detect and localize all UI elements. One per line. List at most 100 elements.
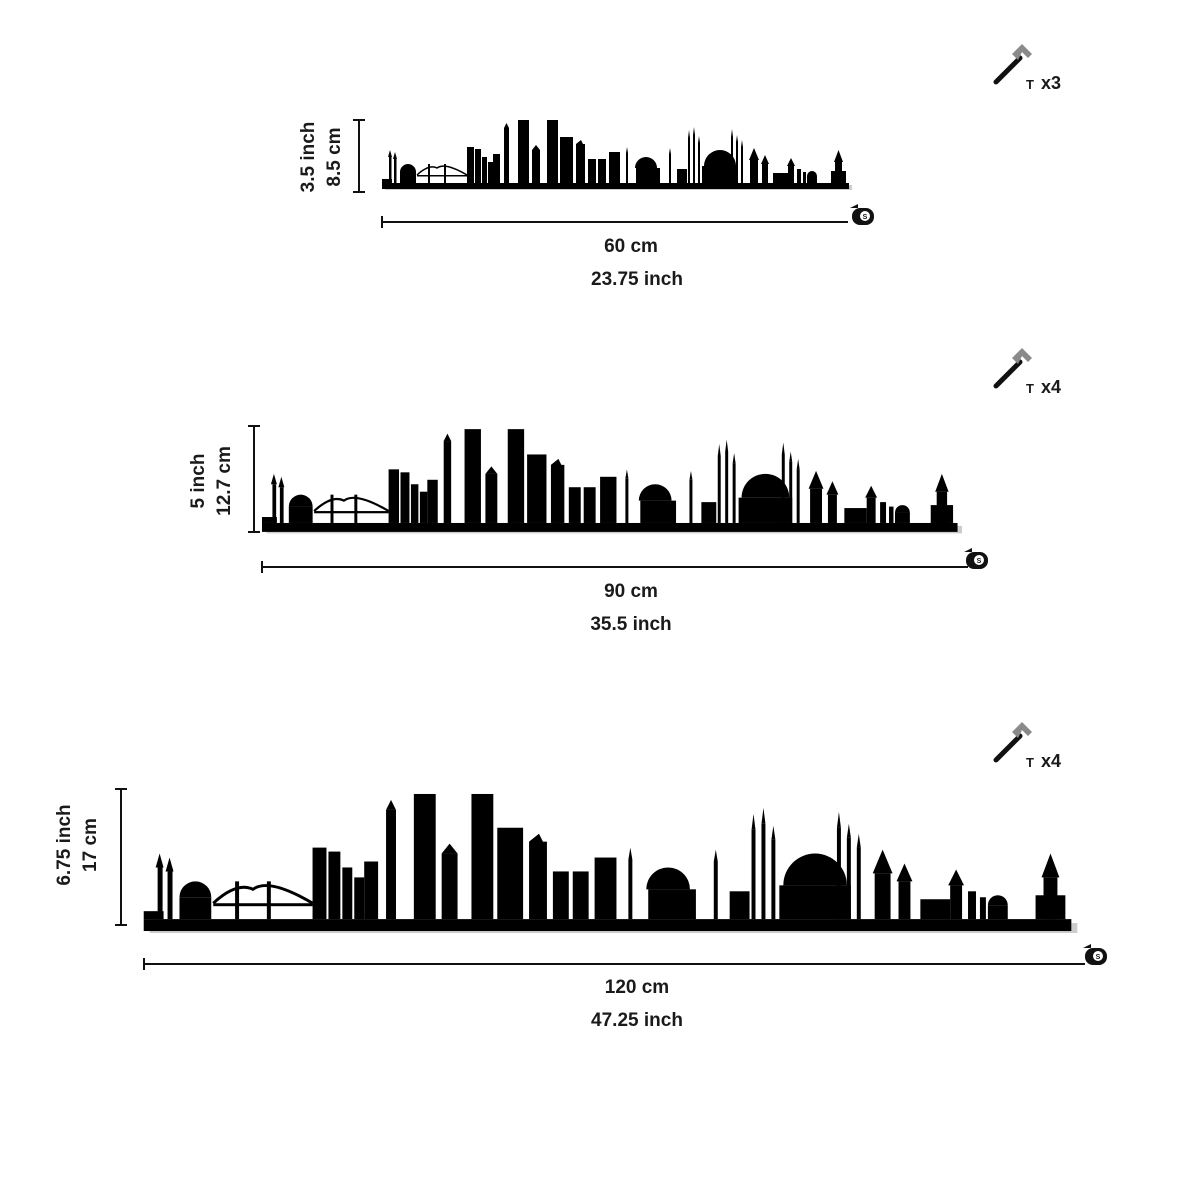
skyline-building xyxy=(388,150,392,157)
skyline-building xyxy=(572,871,589,920)
skyline-building xyxy=(179,881,212,898)
skyline-building xyxy=(155,853,164,868)
skyline-building xyxy=(688,130,690,138)
skyline-building xyxy=(808,470,824,489)
skyline-building xyxy=(443,441,452,523)
skyline-building xyxy=(968,891,976,920)
skyline-building xyxy=(441,843,458,854)
skyline-building xyxy=(626,147,628,153)
width-inch-label: 23.75 inch xyxy=(591,269,683,290)
skyline-building xyxy=(827,494,837,523)
skyline-building xyxy=(312,847,327,920)
skyline-building xyxy=(689,479,693,523)
skyline-building xyxy=(751,813,756,830)
skyline-building xyxy=(731,129,733,137)
skyline-silhouette xyxy=(262,429,962,534)
skyline-building xyxy=(488,162,493,183)
skyline-building xyxy=(874,873,891,920)
skyline-building xyxy=(532,150,540,183)
skyline-building xyxy=(288,506,313,523)
hammer-icon xyxy=(993,722,1032,763)
skyline-building xyxy=(713,849,718,862)
skyline-building xyxy=(826,481,839,495)
skyline-building xyxy=(560,137,573,183)
skyline-shapes xyxy=(262,429,962,534)
skyline-building xyxy=(987,895,1008,906)
hammer-icon xyxy=(993,44,1032,85)
skyline-building xyxy=(527,454,547,523)
skyline-building xyxy=(529,833,547,850)
skyline-building xyxy=(797,169,801,183)
skyline-building xyxy=(518,120,529,183)
skyline-building xyxy=(504,128,509,183)
skyline-building xyxy=(729,891,750,920)
skyline-building xyxy=(313,496,390,513)
skyline-building xyxy=(532,145,540,150)
skyline-building xyxy=(950,885,963,920)
skyline-building xyxy=(482,157,487,183)
skyline-building xyxy=(400,164,416,172)
skyline-silhouette xyxy=(382,120,852,190)
skyline-building xyxy=(872,849,893,874)
skyline-building xyxy=(894,505,910,513)
skyline-building xyxy=(626,153,628,183)
skyline-building xyxy=(576,140,585,148)
skyline-building xyxy=(761,155,769,164)
skyline-building xyxy=(810,488,822,523)
skyline-building xyxy=(394,159,397,183)
width-cm-label: 60 cm xyxy=(604,236,658,257)
skyline-building xyxy=(485,466,498,474)
skyline-building xyxy=(600,476,617,523)
width-measure-line xyxy=(261,561,968,573)
skyline-building xyxy=(464,429,481,523)
skyline-building xyxy=(762,164,768,183)
skyline-shapes xyxy=(382,120,852,190)
skyline-building xyxy=(330,494,334,523)
skyline-building xyxy=(389,157,392,183)
hammer-quantity: x4 xyxy=(1041,751,1062,771)
hammer-icon xyxy=(993,348,1032,389)
skyline-building xyxy=(717,444,721,456)
skyline-building xyxy=(736,142,738,183)
skyline-building xyxy=(598,159,606,183)
skyline-building xyxy=(693,135,695,183)
skyline-building xyxy=(920,899,951,920)
skyline-building xyxy=(388,469,400,523)
height-inch-label: 6.75 inch xyxy=(54,804,75,886)
skyline-building xyxy=(272,484,277,523)
skyline-building xyxy=(704,150,736,166)
skyline-building xyxy=(787,158,795,166)
skyline-building xyxy=(278,476,285,488)
skyline-building xyxy=(725,439,729,452)
skyline-building xyxy=(410,484,419,523)
skyline-building xyxy=(157,867,163,920)
skyline-building xyxy=(796,469,800,523)
skyline-building xyxy=(831,171,846,183)
skyline-building xyxy=(761,807,766,824)
skyline-building xyxy=(467,147,474,183)
skyline-building xyxy=(413,793,436,920)
skyline-building xyxy=(713,861,718,920)
skyline-building xyxy=(419,491,428,523)
skyline-building xyxy=(698,136,700,143)
base-plate xyxy=(143,919,1072,932)
nail-icon: T xyxy=(1026,381,1034,396)
skyline-building xyxy=(741,473,790,498)
skyline-building xyxy=(698,143,700,183)
skyline-building xyxy=(635,157,657,168)
skyline-building xyxy=(328,851,341,920)
skyline-building xyxy=(552,871,569,920)
skyline-building xyxy=(636,168,660,183)
skyline-building xyxy=(354,494,358,523)
skyline-building xyxy=(382,179,392,183)
height-labels: 6.75 inch 17 cm xyxy=(52,790,104,900)
skyline-building xyxy=(669,154,671,183)
skyline-building xyxy=(475,149,481,183)
skyline-building xyxy=(856,847,861,920)
skyline-building xyxy=(504,123,509,128)
skyline-building xyxy=(701,502,717,523)
skyline-building xyxy=(364,861,379,920)
skyline-building xyxy=(529,841,547,920)
width-cm-label: 120 cm xyxy=(604,977,670,998)
skyline-building xyxy=(866,497,876,523)
